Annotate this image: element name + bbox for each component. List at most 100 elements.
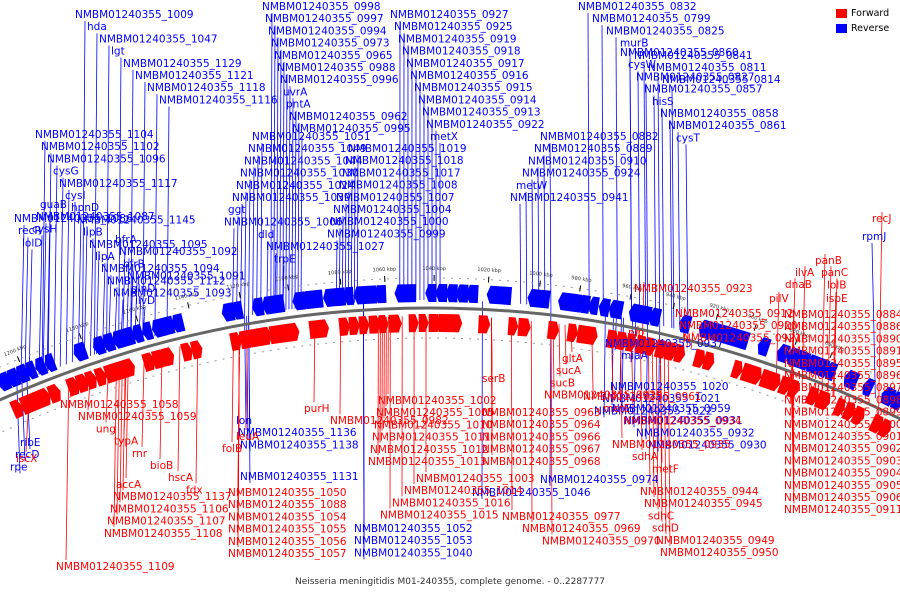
reverse-gene-label: NMBM01240355_1039 — [232, 192, 351, 204]
reverse-gene-label: NMBM01240355_1000 — [330, 216, 449, 228]
reverse-gene-label: ilvD — [135, 295, 155, 307]
forward-gene-label: purH — [304, 403, 330, 415]
reverse-gene-arrow — [537, 289, 551, 309]
kbp-tick-mark — [238, 291, 241, 298]
forward-gene-label: NMBM01240355_0912 — [675, 308, 794, 320]
reverse-gene-label: murB — [620, 38, 648, 50]
forward-gene-arrow — [634, 334, 648, 355]
legend-forward-label: Forward — [851, 8, 890, 19]
forward-gene-arrow — [288, 322, 300, 342]
label-leader-line — [525, 191, 528, 305]
reverse-gene-label: NMBM01240355_0962 — [289, 111, 408, 123]
forward-gene-arrow — [692, 348, 706, 369]
kbp-tick-mark — [187, 302, 190, 309]
reverse-gene-label: cysH — [32, 223, 57, 235]
reverse-gene-label: NMBM01240355_0825 — [606, 25, 725, 37]
label-leader-line — [59, 177, 64, 367]
reverse-gene-label: NMBM01240355_0858 — [660, 108, 779, 120]
reverse-gene-label: NMBM01240355_1027 — [266, 241, 385, 253]
reverse-gene-label: NMBM01240355_1021 — [602, 393, 721, 405]
reverse-gene-label: guaB — [40, 199, 67, 211]
reverse-gene-label: NMBM01240355_0919 — [398, 33, 517, 45]
forward-gene-label: NMBM01240355_1088 — [228, 499, 347, 511]
label-leader-line — [657, 73, 661, 326]
kbp-tick-mark — [794, 338, 798, 345]
kbp-tick-label: 1100 kbp — [275, 274, 299, 283]
reverse-gene-arrow — [374, 284, 387, 304]
forward-gene-label: NMBM01240355_1016 — [392, 497, 511, 509]
reverse-gene-label: metX — [430, 131, 458, 143]
kbp-tick-label: 1060 kbp — [372, 266, 396, 273]
reverse-gene-arrow — [825, 361, 839, 382]
forward-gene-arrow — [832, 397, 846, 417]
forward-gene-label: ispE — [826, 293, 848, 305]
label-leader-line — [252, 167, 255, 315]
backbone-ring — [2, 337, 897, 452]
label-leader-line — [24, 237, 29, 381]
forward-gene-label: ilvA — [795, 267, 815, 279]
reverse-gene-arrow — [73, 341, 89, 362]
forward-gene-label: NMBM01240355_0945 — [644, 498, 763, 510]
label-leader-line — [537, 167, 540, 306]
forward-gene-arrow — [160, 347, 175, 367]
genome-caption: Neisseria meningitidis M01-240355, compl… — [294, 577, 606, 587]
forward-gene-label: accA — [116, 479, 142, 491]
reverse-gene-arrow — [568, 293, 583, 313]
label-leader-line — [232, 228, 235, 319]
reverse-gene-label: NMBM01240355_0998 — [262, 1, 381, 13]
reverse-gene-label: NMBM01240355_1047 — [99, 33, 218, 45]
forward-gene-label: NMBM01240355_0982 — [330, 415, 449, 427]
forward-gene-arrow — [358, 315, 370, 335]
reverse-gene-label: NMBM01240355_0973 — [271, 38, 390, 50]
reverse-gene-label: NMBM01240355_1131 — [240, 471, 359, 483]
reverse-gene-label: NMBM01240355_0959 — [612, 403, 731, 415]
label-leader-line — [260, 142, 263, 314]
label-leader-line — [270, 12, 273, 313]
kbp-tick-label: 1120 kbp — [226, 281, 250, 291]
reverse-gene-arrow — [142, 321, 155, 341]
reverse-gene-label: NMBM01240355_0995 — [292, 123, 411, 135]
forward-gene-arrow — [767, 372, 781, 392]
reverse-gene-label: NMBM01240355_0913 — [422, 107, 541, 119]
reverse-gene-arrow — [323, 288, 338, 308]
forward-gene-arrow — [258, 326, 272, 346]
kbp-tick-label: 1200 kbp — [3, 344, 27, 359]
forward-gene-arrow — [238, 329, 254, 350]
label-leader-line — [41, 140, 46, 374]
reverse-gene-label: bfrA — [115, 234, 138, 246]
forward-gene-arrow — [229, 331, 242, 352]
label-leader-line — [655, 340, 659, 510]
kbp-tick-mark — [579, 285, 582, 292]
reverse-gene-label: NMBM01240355_1018 — [345, 155, 464, 167]
reverse-gene-arrow — [0, 371, 13, 392]
kbp-tick-mark — [16, 356, 21, 363]
forward-gene-label: rnr — [132, 448, 148, 460]
reverse-gene-label: trpE — [274, 253, 296, 265]
reverse-gene-arrow — [777, 343, 791, 364]
reverse-gene-label: NMBM01240355_0932 — [636, 427, 755, 439]
forward-gene-label: pip — [628, 327, 645, 339]
reverse-gene-arrow — [404, 284, 417, 303]
reverse-gene-label: NMBM01240355_1104 — [35, 129, 154, 141]
label-leader-line — [637, 71, 640, 321]
reverse-gene-label: NMBM01240355_1091 — [127, 271, 246, 283]
label-leader-line — [639, 337, 643, 451]
forward-gene-arrow — [150, 349, 166, 370]
forward-gene-arrow — [701, 351, 715, 371]
reverse-gene-label: NMBM01240355_1030 — [240, 168, 359, 180]
label-leader-line — [118, 57, 122, 347]
reverse-gene-label: NMBM01240355_0931 — [624, 415, 743, 427]
label-leader-line — [659, 341, 663, 522]
forward-gene-arrow — [585, 326, 598, 346]
forward-gene-arrow — [644, 336, 656, 356]
reverse-gene-arrow — [598, 298, 611, 318]
kbp-tick-mark — [287, 284, 289, 291]
reverse-gene-label: NMBM01240355_0861 — [668, 120, 787, 132]
reverse-gene-arrow — [333, 287, 347, 307]
forward-gene-label: NMBM01240355_0964 — [482, 419, 601, 431]
forward-gene-label: NMBM01240355_0944 — [640, 486, 759, 498]
label-leader-line — [629, 58, 632, 320]
label-leader-line — [116, 363, 120, 515]
forward-gene-label: metF — [652, 463, 679, 475]
reverse-gene-arrow — [455, 284, 469, 303]
